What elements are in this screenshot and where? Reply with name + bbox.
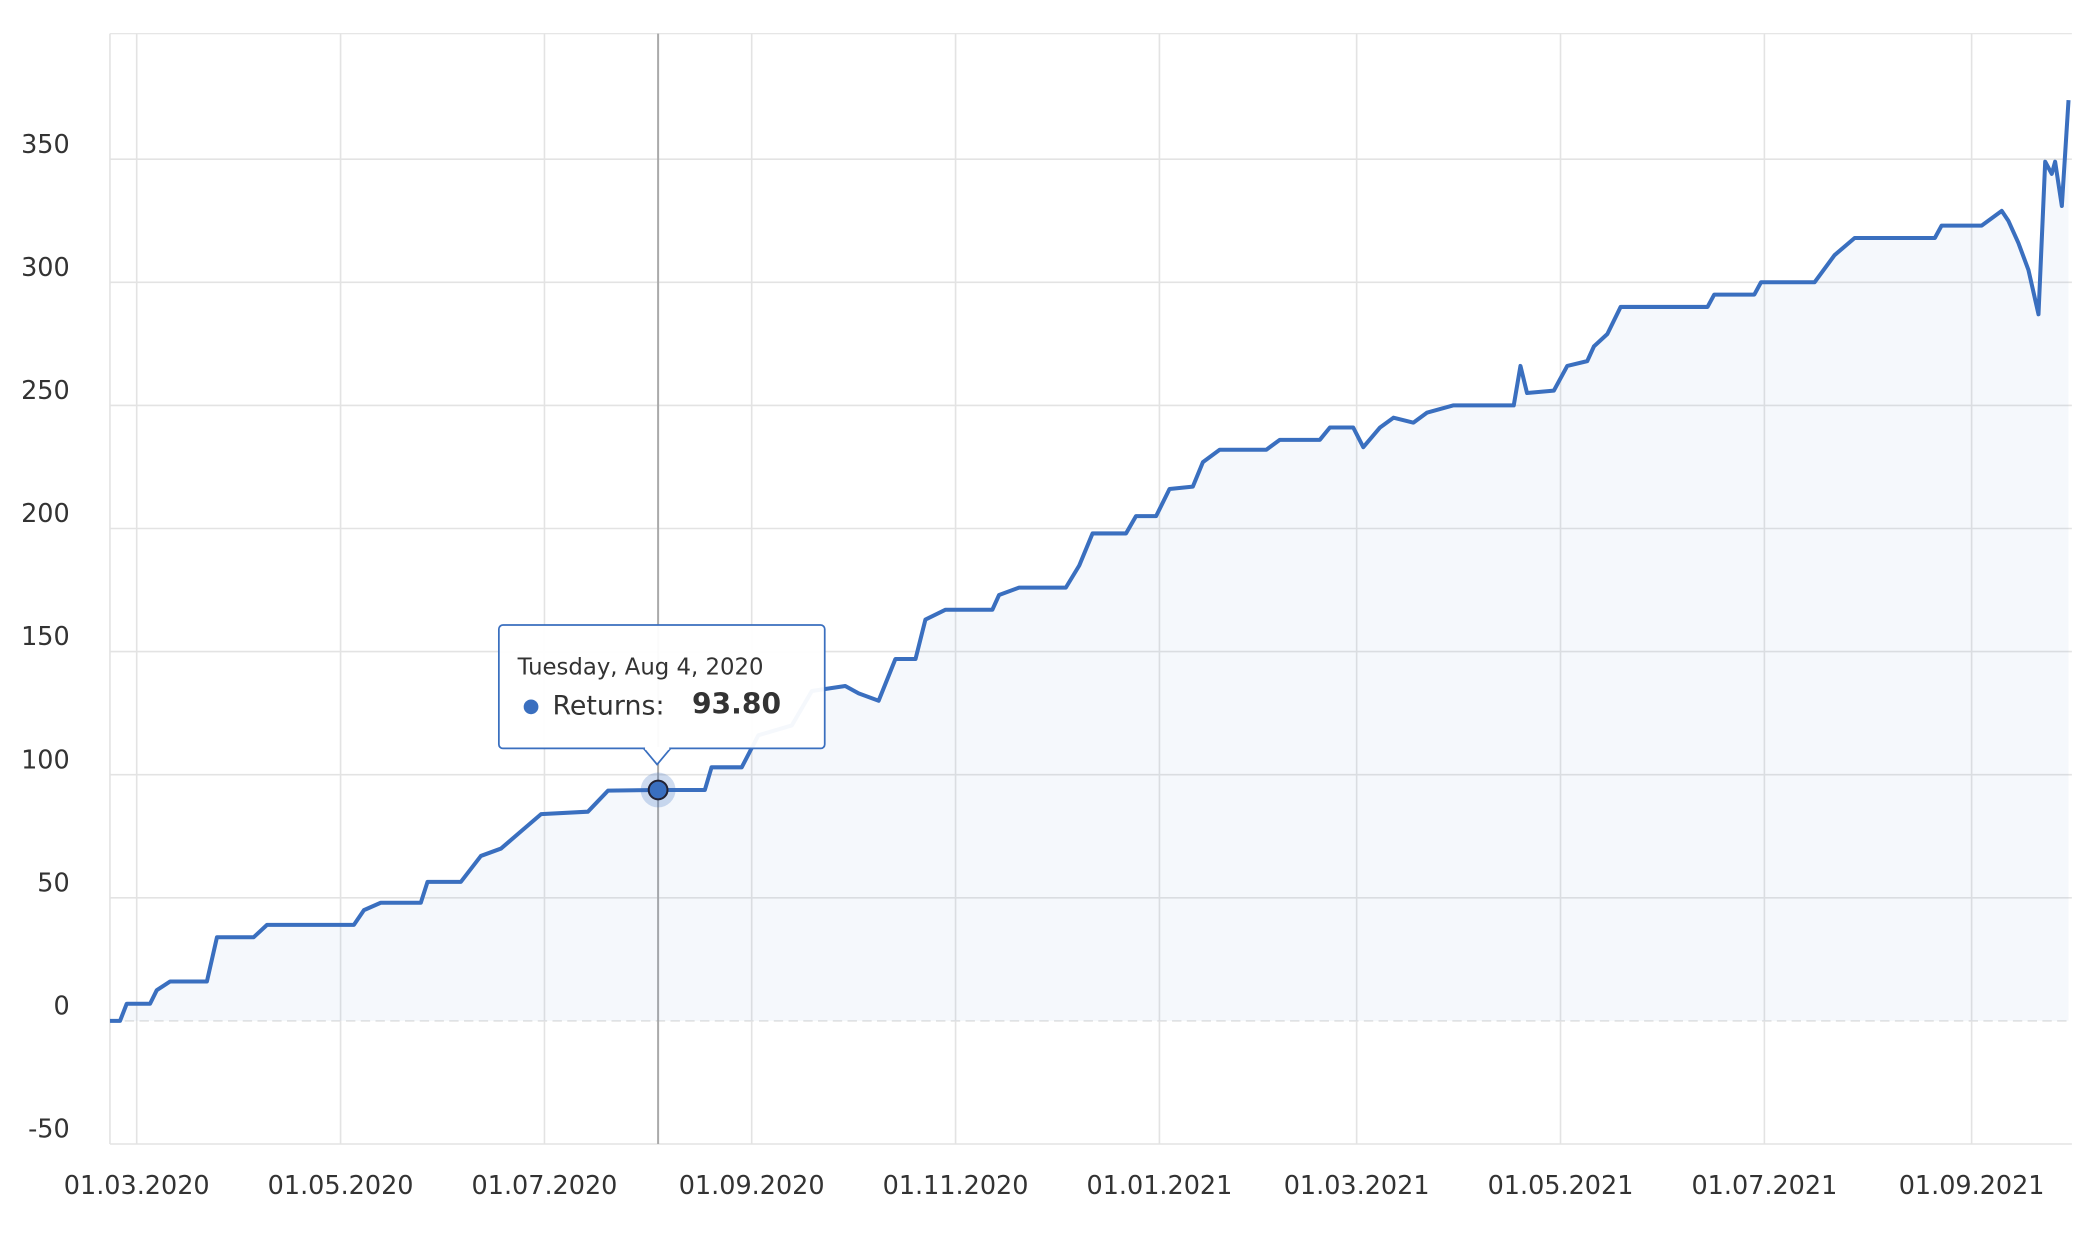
- tooltip-date: Tuesday, Aug 4, 2020: [517, 654, 764, 680]
- hover-point: [647, 779, 669, 801]
- x-tick-label: 01.09.2021: [1899, 1171, 2045, 1201]
- y-tick-label: 0: [54, 991, 70, 1021]
- y-tick-label: -50: [28, 1115, 70, 1145]
- x-tick-label: 01.01.2021: [1087, 1171, 1233, 1201]
- x-tick-label: 01.07.2021: [1691, 1171, 1837, 1201]
- x-tick-label: 01.03.2020: [64, 1171, 210, 1201]
- x-tick-label: 01.03.2021: [1284, 1171, 1430, 1201]
- tooltip-label: Returns:: [553, 690, 665, 721]
- tooltip-dot: [523, 699, 539, 715]
- y-tick-label: 100: [21, 745, 70, 775]
- tooltip-value: 93.80: [692, 687, 781, 720]
- y-tick-label: 50: [37, 868, 69, 898]
- plot: [109, 100, 2071, 1023]
- y-tick-label: 250: [21, 376, 70, 406]
- area: [109, 100, 2069, 1021]
- y-tick-label: 350: [21, 130, 70, 160]
- y-tick-label: 300: [21, 253, 70, 283]
- x-tick-label: 01.11.2020: [883, 1171, 1029, 1201]
- line: [109, 100, 2071, 1023]
- tooltip-pointer: [643, 747, 672, 766]
- x-tick-label: 01.05.2021: [1488, 1171, 1634, 1201]
- tooltip: Tuesday, Aug 4, 2020 Returns: 93.80: [497, 624, 826, 766]
- x-tick-label: 01.05.2020: [268, 1171, 414, 1201]
- x-tick-label: 01.09.2020: [679, 1171, 825, 1201]
- grid: [109, 32, 2072, 1145]
- x-tick-label: 01.07.2020: [472, 1171, 618, 1201]
- y-tick-label: 150: [21, 622, 70, 652]
- y-tick-label: 200: [21, 499, 70, 529]
- labels: -50 0 50 100 150 200 250 300 350 01.03.2020 01.05.…: [21, 130, 2044, 1201]
